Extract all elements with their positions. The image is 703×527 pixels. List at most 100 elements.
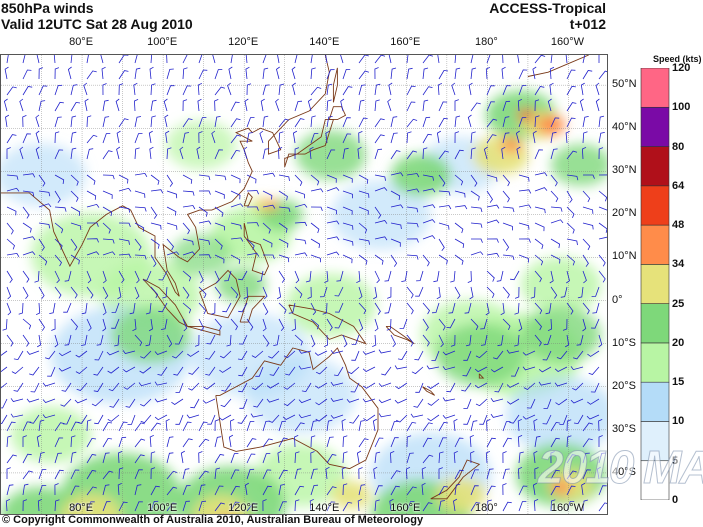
wind-barb	[342, 190, 353, 199]
wind-barb	[330, 349, 344, 354]
wind-barb	[390, 238, 401, 247]
wind-barb	[86, 203, 100, 208]
wind-barb	[44, 350, 56, 360]
wind-barb	[197, 98, 202, 112]
wind-barb	[438, 205, 452, 210]
wind-barb	[522, 366, 536, 371]
coastline	[385, 325, 415, 345]
wind-barb	[326, 220, 340, 225]
wind-barb	[358, 467, 363, 480]
wind-barb	[38, 100, 46, 112]
wind-barb	[262, 172, 276, 177]
wind-barb	[230, 254, 241, 264]
wind-barb	[549, 270, 554, 284]
wind-barb	[188, 382, 200, 391]
wind-barb	[502, 254, 515, 261]
wind-barb	[451, 82, 456, 96]
wind-barb	[358, 99, 365, 112]
speed-region	[296, 130, 366, 180]
wind-barb	[81, 334, 88, 346]
wind-barb	[323, 334, 329, 348]
wind-barb	[134, 172, 148, 178]
wind-barb	[134, 454, 145, 464]
wind-barb	[134, 469, 143, 480]
wind-barb	[140, 350, 152, 359]
wind-barb	[298, 414, 312, 419]
wind-barb	[496, 270, 504, 282]
wind-barb	[406, 435, 412, 448]
wind-barb	[188, 366, 200, 375]
wind-barb	[182, 500, 190, 512]
wind-barb	[22, 318, 32, 330]
wind-barb	[514, 334, 520, 347]
wind-barb	[374, 206, 382, 219]
wind-barb	[310, 115, 316, 128]
colorbar-segment	[640, 146, 670, 187]
wind-barb	[294, 221, 308, 227]
wind-barb	[140, 398, 152, 407]
wind-barb	[431, 302, 440, 314]
wind-barb	[238, 382, 248, 393]
wind-barb	[22, 435, 27, 447]
wind-barb	[395, 382, 408, 390]
wind-barb	[438, 437, 447, 448]
wind-barb	[438, 254, 448, 265]
wind-barb	[276, 286, 282, 300]
wind-barb	[342, 334, 348, 348]
wind-barb	[358, 55, 369, 64]
wind-barb	[534, 222, 545, 232]
colorbar-segment	[640, 106, 670, 147]
wind-barb	[230, 55, 233, 64]
wind-barb	[150, 222, 162, 230]
wind-barb	[262, 204, 276, 209]
wind-barb	[422, 99, 429, 112]
wind-barb	[70, 222, 82, 230]
wind-barb	[532, 66, 537, 80]
wind-barb	[555, 398, 568, 406]
longitude-label: 160°W	[550, 502, 585, 514]
wind-barb	[251, 350, 264, 358]
wind-barb	[133, 82, 138, 96]
wind-barb	[566, 302, 574, 315]
wind-barb	[54, 437, 64, 448]
wind-barb	[214, 502, 225, 512]
wind-barb	[198, 238, 210, 245]
wind-barb	[102, 133, 111, 144]
wind-barb	[278, 206, 291, 213]
wind-barb	[406, 173, 420, 178]
colorbar-level-label: 100	[672, 101, 691, 114]
wind-barb	[374, 318, 379, 332]
wind-barb	[598, 222, 607, 233]
wind-barb	[582, 318, 587, 332]
wind-barb	[54, 206, 67, 212]
wind-barb	[6, 286, 12, 300]
wind-barb	[506, 382, 520, 388]
wind-barb	[577, 286, 584, 299]
wind-barb	[134, 438, 146, 448]
wind-barb	[182, 251, 196, 256]
speed-region	[166, 120, 236, 170]
wind-barb	[150, 451, 156, 464]
wind-barb	[198, 438, 210, 448]
wind-barb	[390, 222, 402, 230]
wind-barb	[406, 85, 416, 96]
wind-barb	[518, 69, 528, 80]
wind-barb	[145, 334, 152, 347]
wind-barb	[342, 222, 354, 230]
wind-barb	[470, 131, 476, 144]
wind-barb	[198, 69, 208, 80]
wind-barb	[334, 318, 344, 329]
wind-barb	[13, 382, 24, 392]
wind-barb	[470, 67, 477, 80]
wind-barb	[244, 98, 249, 112]
wind-barb	[486, 174, 498, 182]
wind-barb	[378, 413, 392, 418]
wind-barb	[442, 350, 456, 356]
wind-barb	[198, 174, 211, 181]
copyright-notice: © Copyright Commonwealth of Australia 20…	[2, 514, 424, 526]
wind-barb	[486, 204, 500, 209]
wind-barb	[358, 302, 367, 315]
wind-barb	[10, 413, 24, 418]
wind-barb	[598, 70, 607, 80]
wind-barb	[230, 222, 242, 230]
